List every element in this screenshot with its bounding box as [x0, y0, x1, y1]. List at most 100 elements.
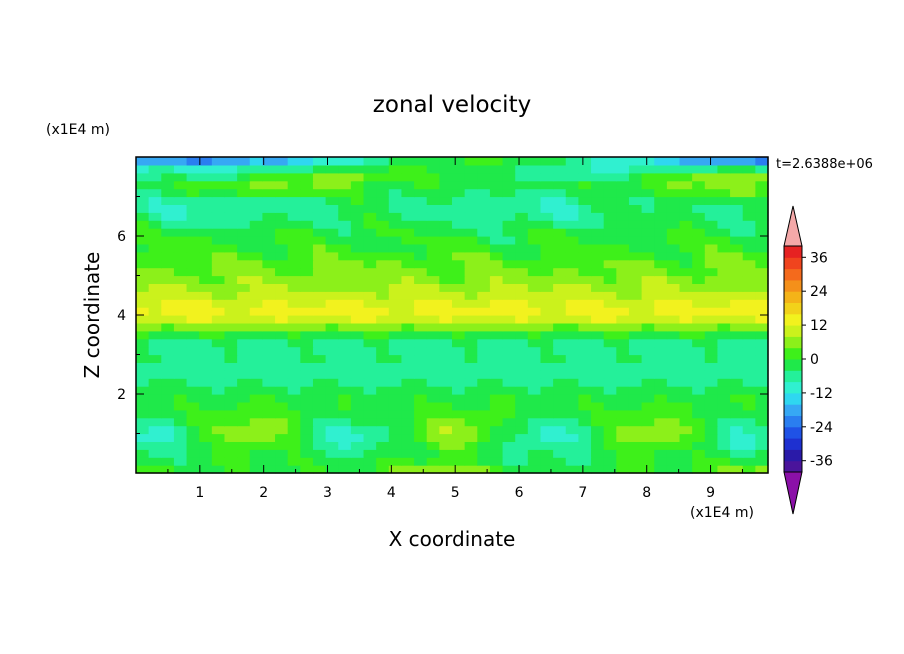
heatmap-cell	[287, 236, 301, 245]
heatmap-cell	[628, 188, 643, 198]
heatmap-cell	[199, 457, 213, 466]
heatmap-cell	[312, 188, 327, 198]
heatmap-cell	[136, 267, 150, 277]
heatmap-cell	[679, 243, 693, 253]
heatmap-cell	[679, 330, 693, 340]
heatmap-cell	[262, 346, 276, 356]
heatmap-cell	[666, 243, 681, 253]
heatmap-cell	[578, 275, 592, 284]
heatmap-cell	[502, 441, 516, 450]
heatmap-cell	[755, 354, 769, 363]
heatmap-cell	[679, 259, 693, 269]
heatmap-cell	[477, 465, 491, 474]
heatmap-cell	[325, 212, 339, 221]
heatmap-cell	[414, 386, 428, 395]
heatmap-cell	[654, 338, 668, 348]
heatmap-cell	[742, 180, 756, 190]
heatmap-cell	[553, 164, 567, 174]
heatmap-cell	[275, 243, 289, 253]
heatmap-cell	[477, 180, 491, 190]
heatmap-cell	[452, 386, 466, 395]
heatmap-cell	[186, 267, 200, 277]
heatmap-cell	[515, 425, 529, 435]
heatmap-cell	[338, 212, 352, 221]
heatmap-cell	[616, 251, 630, 261]
heatmap-cell	[515, 338, 529, 348]
heatmap-cell	[287, 188, 301, 198]
heatmap-cell	[540, 299, 554, 308]
heatmap-cell	[540, 441, 554, 450]
heatmap-cell	[502, 409, 516, 419]
heatmap-cell	[616, 354, 630, 363]
heatmap-cell	[616, 299, 630, 308]
heatmap-cell	[312, 267, 327, 277]
heatmap-cell	[603, 338, 617, 348]
heatmap-cell	[591, 386, 605, 395]
heatmap-cell	[477, 243, 491, 253]
heatmap-cell	[262, 322, 276, 332]
heatmap-cell	[464, 346, 478, 356]
heatmap-cell	[553, 236, 567, 245]
heatmap-cell	[401, 275, 415, 284]
heatmap-cell	[363, 196, 377, 205]
heatmap-cell	[616, 164, 630, 174]
heatmap-cell	[414, 394, 428, 403]
heatmap-cell	[161, 267, 175, 277]
heatmap-cell	[173, 275, 188, 284]
heatmap-cell	[742, 441, 756, 450]
heatmap-cell	[173, 338, 188, 348]
heatmap-cell	[249, 449, 263, 458]
heatmap-cell	[161, 354, 175, 363]
heatmap-cell	[679, 457, 693, 466]
heatmap-cell	[591, 275, 605, 284]
heatmap-cell	[376, 291, 390, 300]
colorbar-segment	[784, 257, 802, 270]
heatmap-cell	[388, 370, 403, 379]
heatmap-cell	[262, 275, 276, 284]
heatmap-cell	[692, 259, 706, 269]
heatmap-cell	[730, 441, 744, 450]
heatmap-cell	[591, 417, 605, 427]
heatmap-cell	[338, 180, 352, 190]
heatmap-cell	[452, 196, 466, 205]
heatmap-cell	[616, 267, 630, 277]
heatmap-cell	[540, 164, 554, 174]
heatmap-cell	[515, 212, 529, 221]
heatmap-cell	[489, 378, 504, 387]
heatmap-cell	[704, 172, 719, 182]
heatmap-cell	[755, 409, 769, 419]
heatmap-cell	[224, 457, 238, 466]
heatmap-cell	[262, 251, 276, 261]
heatmap-cell	[401, 386, 415, 395]
heatmap-cell	[173, 425, 188, 435]
heatmap-cell	[654, 449, 668, 458]
heatmap-cell	[287, 243, 301, 253]
heatmap-cell	[173, 362, 188, 371]
heatmap-cell	[515, 362, 529, 371]
heatmap-cell	[211, 291, 226, 300]
heatmap-cell	[401, 172, 415, 182]
heatmap-cell	[300, 283, 314, 292]
heatmap-cell	[565, 346, 579, 356]
heatmap-cell	[237, 378, 251, 387]
heatmap-cell	[325, 307, 339, 316]
heatmap-cell	[730, 228, 744, 237]
heatmap-cell	[376, 188, 390, 198]
heatmap-cell	[237, 236, 251, 245]
heatmap-cell	[603, 425, 617, 435]
colorbar-segment	[784, 359, 802, 371]
heatmap-cell	[312, 180, 327, 190]
heatmap-cell	[350, 172, 365, 182]
heatmap-cell	[199, 425, 213, 435]
heatmap-cell	[565, 370, 579, 379]
heatmap-cell	[376, 172, 390, 182]
heatmap-cell	[666, 291, 681, 300]
heatmap-cell	[414, 196, 428, 205]
heatmap-cell	[502, 180, 516, 190]
heatmap-cell	[742, 425, 756, 435]
heatmap-cell	[376, 449, 390, 458]
heatmap-cell	[325, 196, 339, 205]
heatmap-cell	[515, 251, 529, 261]
heatmap-cell	[262, 212, 276, 221]
heatmap-cell	[414, 157, 428, 166]
